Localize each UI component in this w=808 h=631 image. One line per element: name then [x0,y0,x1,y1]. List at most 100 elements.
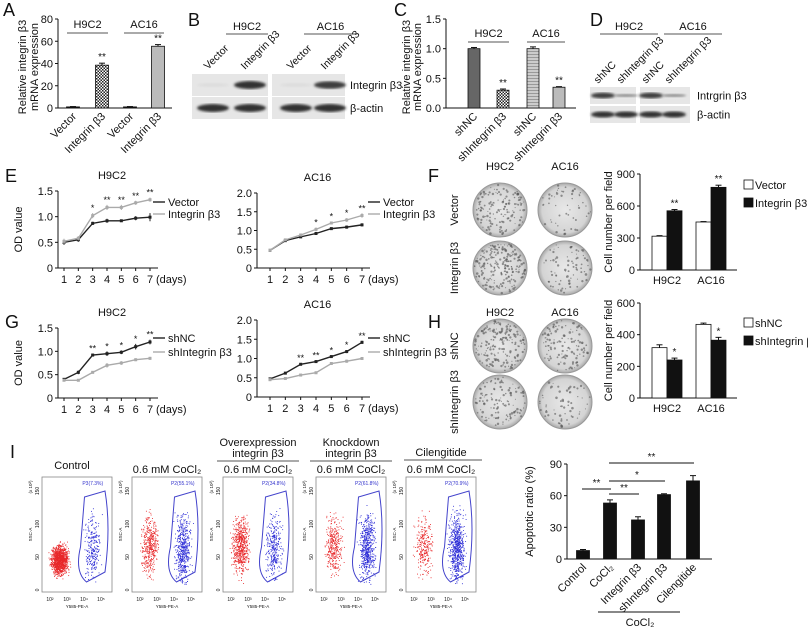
data-point [345,359,349,363]
significance-mark: ** [146,188,154,198]
x-tick-label: 10³ [153,597,161,603]
x-axis-label: Y585-PE-A [430,604,453,609]
y-tick-label: 0 [47,103,53,115]
panel-label-d: D [590,10,603,30]
panel-label-b: B [188,10,200,30]
y-axis-label: SSC-A [302,528,307,542]
data-point [119,205,123,209]
row-label: Integrin β3 [449,242,461,294]
significance-mark: * [330,212,334,222]
colony-plates-f: H9C2 AC16 Vector Integrin β3 [449,161,593,296]
group-label: AC16 [532,28,560,40]
y-axis-label: OD value [13,340,25,386]
x-tick-label: 6 [133,274,139,286]
gate-outline [78,490,109,583]
gate-label: P2(55.1%) [171,481,195,487]
colony-plate [537,374,593,430]
y-tick-label: 1.0 [237,354,252,366]
bar [66,106,80,109]
y-tick-label: 600 [617,201,635,213]
x-axis-label: Y585-PE-A [66,604,89,609]
y-axis-unit: (x 10³) [28,480,33,494]
significance-mark: ** [715,174,723,185]
bar [631,519,645,560]
protein-band [234,104,266,112]
legend-label: shNC [168,333,196,345]
y-tick-label: 400 [617,330,635,342]
legend-label: shIntegrin β3 [383,347,447,359]
panel-label-g: G [5,312,19,332]
significance-mark: * [314,218,318,228]
gate-label: P2(34.8%) [262,481,286,487]
y-tick-label: 100 [125,520,131,529]
data-point [148,198,152,202]
data-point [134,201,138,205]
plot-condition: 0.6 mM CoCl₂ [317,464,385,476]
x-tick-label: 2 [75,274,81,286]
data-point [76,378,80,382]
bar [95,64,109,109]
group-label: H9C2 [615,21,643,33]
data-point [345,225,349,229]
bar [651,347,668,399]
y-tick-label: 1.5 [237,207,252,219]
plot-frame [315,476,387,593]
data-point [148,340,152,344]
event-dots [229,508,285,584]
x-tick-label: 10⁵ [371,597,379,603]
lane-label: Integrin β3 [319,28,363,72]
event-dots [324,505,377,585]
data-point [62,378,66,382]
row-label: shNC [449,332,461,360]
data-point [76,370,80,374]
protein-band [234,81,266,89]
y-tick-label: 80 [41,14,53,26]
colony-plate [472,240,528,296]
data-point [91,353,95,357]
flow-plot: 0.6 mM CoCl₂ P2(55.1%) 10² 10³ 10⁴ 10⁵ Y585-PE… [118,464,203,609]
bar [666,210,683,271]
x-tick-label: 6 [133,404,139,416]
y-tick-label: 1.5 [38,323,53,335]
y-axis-label: SSC-A [28,528,33,542]
data-point [329,227,333,231]
data-point [105,352,109,356]
x-tick-label: 6 [344,403,350,415]
significance-mark: ** [555,76,563,87]
x-axis-unit: (days) [368,274,399,286]
data-point [91,214,95,218]
line-chart-e-ac16: 0 0.5 1.0 1.5 2.0 1 2 3 4 5 6 7 (days) AC16 VectorInte… [237,172,436,286]
y-tick-label: 60 [41,36,53,48]
lane-label: Integrin β3 [239,28,283,72]
x-tick-label: 3 [298,274,304,286]
y-tick-label: 0 [125,588,131,591]
lane-label: Vector [202,42,232,72]
significance-mark: ** [312,350,320,360]
y-tick-label: 0 [309,588,315,591]
x-tick-label: 4 [104,274,110,286]
colony-plate [537,240,593,296]
significance-mark: ** [297,353,305,363]
y-axis-unit: (x 10³) [392,480,397,494]
x-tick-label: 7 [359,274,365,286]
plot-frame [41,476,113,593]
panel-label-a: A [3,0,15,20]
x-tick-label: 2 [282,403,288,415]
x-tick-label: 10⁴ [80,597,88,603]
y-tick-label: 150 [35,487,41,496]
legend-label: shNC [383,333,411,345]
colony-plate [472,318,528,374]
bar [710,339,727,399]
y-tick-label: 0 [246,392,252,404]
bar [496,89,510,109]
group-label: H9C2 [73,19,101,31]
x-tick-label: 5 [328,274,334,286]
group-label: H9C2 [474,28,502,40]
x-tick-label: 10⁴ [170,597,178,603]
y-tick-label: 1.0 [237,226,252,238]
plot-frame [222,476,294,593]
y-axis-label: OD value [13,207,25,253]
data-point [360,223,364,227]
line-chart-e-h9c2: 0 0.5 1.0 1.5 1 2 3 4 5 6 7 (days) H9C2 OD value Vecto… [13,170,220,286]
